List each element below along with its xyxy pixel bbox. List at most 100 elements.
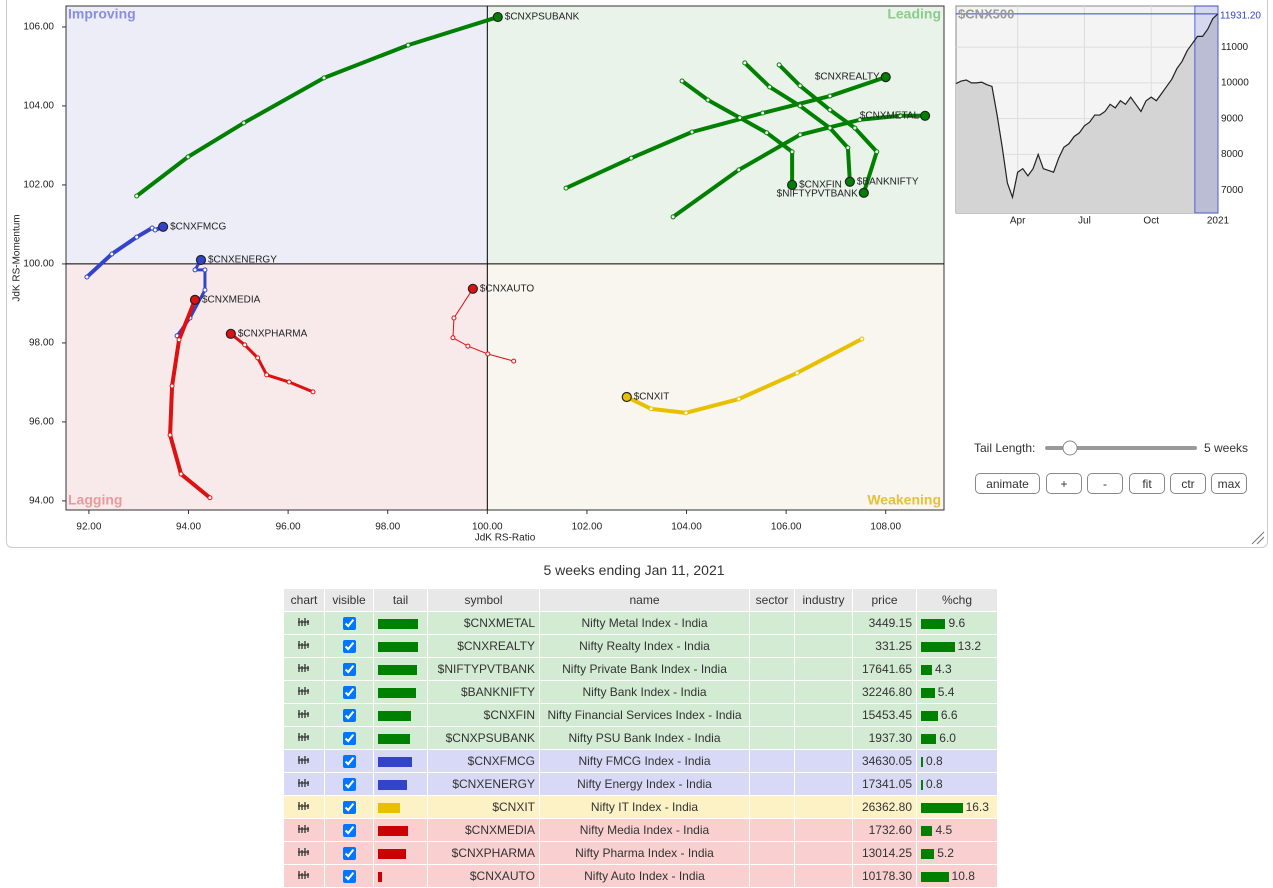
control-button[interactable]: fit [1129, 473, 1165, 494]
visible-checkbox[interactable] [343, 708, 356, 722]
tail-line [680, 79, 795, 187]
tail-bar [378, 825, 408, 836]
symbol-cell: $CNXENERGY [427, 772, 540, 796]
x-tick-label: 98.00 [375, 522, 400, 533]
change-bar [921, 618, 946, 629]
head-point [467, 283, 478, 294]
y-tick-label: 104.00 [23, 101, 54, 112]
sector-cell [749, 795, 795, 819]
column-header[interactable]: name [539, 588, 750, 612]
tail-line [134, 15, 500, 198]
visible-checkbox[interactable] [343, 662, 356, 676]
chart-icon[interactable] [298, 847, 310, 857]
head-point [858, 187, 869, 198]
sector-cell [749, 634, 795, 658]
control-button[interactable]: + [1046, 473, 1082, 494]
visible-cell [324, 772, 374, 796]
series-label: $CNXPHARMA [238, 328, 308, 339]
tail-point [789, 149, 795, 155]
series-label: $CNXREALTY [815, 72, 880, 83]
sector-cell [749, 864, 795, 888]
column-header[interactable]: chart [283, 588, 325, 612]
visible-cell [324, 818, 374, 842]
tail-point [736, 167, 742, 173]
sector-cell [749, 772, 795, 796]
change-cell: 5.2 [916, 841, 998, 865]
x-tick-label: 108.00 [870, 522, 901, 533]
visible-checkbox[interactable] [343, 731, 356, 745]
change-cell: 6.0 [916, 726, 998, 750]
chart-icon[interactable] [298, 617, 310, 627]
change-label: 5.2 [937, 846, 954, 860]
mini-title: $CNX500 [958, 6, 1014, 21]
chart-icon-cell [283, 657, 325, 681]
chart-icon[interactable] [298, 801, 310, 811]
visible-checkbox[interactable] [343, 754, 356, 768]
series-label: $CNXIT [634, 392, 670, 403]
change-cell: 4.3 [916, 657, 998, 681]
tail-point [450, 335, 456, 341]
y-tick-label: 106.00 [23, 22, 54, 33]
charts: Improving Leading Lagging Weakening 92.00 94.… [12, 5, 1265, 545]
visible-cell [324, 864, 374, 888]
control-button[interactable]: ctr [1170, 473, 1206, 494]
head-point [225, 328, 236, 339]
tail-point [628, 155, 634, 161]
chart-icon[interactable] [298, 709, 310, 719]
tail-point [736, 396, 742, 402]
series-label: $CNXAUTO [480, 283, 534, 294]
change-label: 16.3 [965, 800, 989, 814]
chart-icon[interactable] [298, 663, 310, 673]
tail-point [859, 336, 865, 342]
y-tick-label: 10000 [1221, 78, 1249, 89]
tail-point [264, 372, 270, 378]
visible-checkbox[interactable] [343, 869, 356, 883]
change-bar [921, 825, 933, 836]
column-header[interactable]: tail [373, 588, 428, 612]
tail-point [511, 358, 517, 364]
chart-icon[interactable] [298, 732, 310, 742]
tail-line [564, 75, 888, 191]
visible-checkbox[interactable] [343, 823, 356, 837]
chart-icon[interactable] [298, 824, 310, 834]
chart-icon[interactable] [298, 755, 310, 765]
visible-checkbox[interactable] [343, 846, 356, 860]
table-row: $NIFTYPVTBANK Nifty Private Bank Index - … [283, 657, 998, 681]
head-point [880, 71, 891, 83]
tail-slider[interactable] [1044, 438, 1198, 458]
visible-checkbox[interactable] [343, 685, 356, 699]
industry-cell [794, 726, 853, 750]
y-tick-label: 98.00 [29, 338, 54, 349]
column-header[interactable]: price [852, 588, 917, 612]
visible-checkbox[interactable] [343, 800, 356, 814]
column-header[interactable]: industry [794, 588, 853, 612]
visible-checkbox[interactable] [343, 639, 356, 653]
y-tick-label: 8000 [1221, 149, 1244, 160]
column-header[interactable]: %chg [916, 588, 998, 612]
y-tick-label: 100.00 [23, 259, 54, 270]
column-header[interactable]: sector [749, 588, 795, 612]
control-button[interactable]: animate [975, 473, 1040, 494]
chart-icon-cell [283, 680, 325, 704]
chart-icon-cell [283, 864, 325, 888]
visible-checkbox[interactable] [343, 616, 356, 630]
control-button[interactable]: - [1087, 473, 1123, 494]
visible-checkbox[interactable] [343, 777, 356, 791]
y-tick-label: 9000 [1221, 113, 1244, 124]
chart-icon-cell [283, 611, 325, 635]
chart-icon[interactable] [298, 686, 310, 696]
column-header[interactable]: symbol [427, 588, 540, 612]
tail-point [827, 125, 833, 131]
chart-icon[interactable] [298, 640, 310, 650]
tail-point [241, 120, 247, 126]
visible-cell [324, 657, 374, 681]
control-button[interactable]: max [1211, 473, 1247, 494]
chart-icon[interactable] [298, 870, 310, 880]
chart-icon[interactable] [298, 778, 310, 788]
tail-cell [373, 864, 428, 888]
column-header[interactable]: visible [324, 588, 374, 612]
tail-cell [373, 634, 428, 658]
change-label: 6.6 [940, 708, 958, 722]
change-label: 9.6 [948, 616, 966, 630]
price-cell: 331.25 [852, 634, 917, 658]
